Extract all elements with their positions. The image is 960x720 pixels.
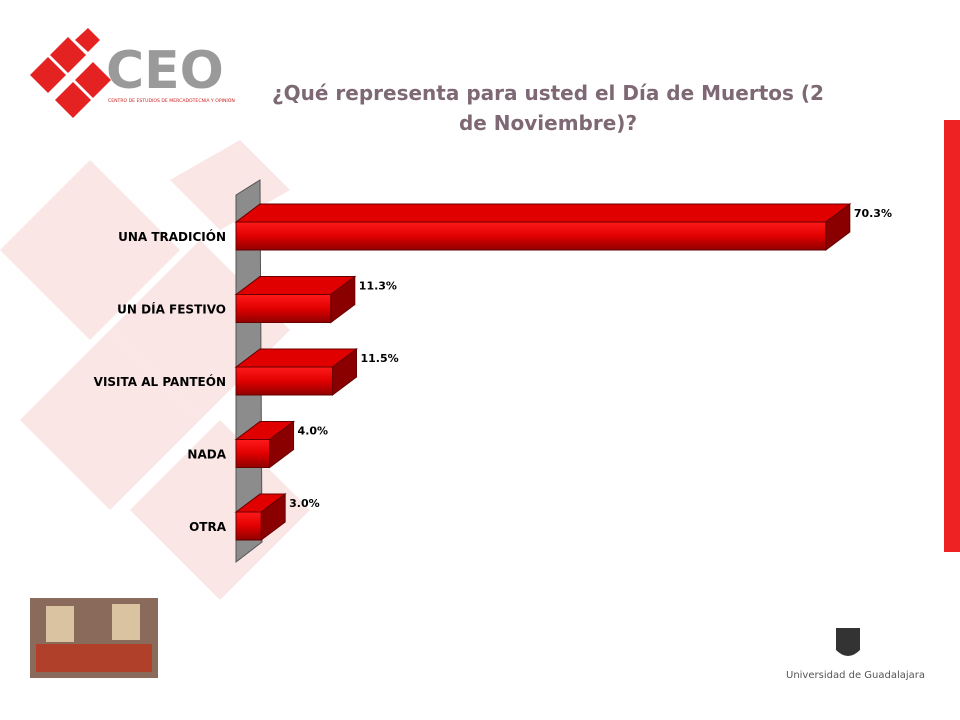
value-label: 70.3% (854, 207, 892, 220)
value-label: 11.5% (360, 352, 398, 365)
bar (235, 511, 262, 541)
photo-frame (46, 606, 74, 642)
bar (235, 221, 827, 251)
crest (836, 628, 860, 656)
photo-frame (112, 604, 140, 640)
logo-mark (30, 28, 111, 118)
value-label: 3.0% (289, 497, 320, 510)
category-label: VISITA AL PANTEÓN (94, 374, 226, 389)
bar (235, 439, 271, 468)
bar-top (234, 203, 852, 223)
bar (235, 294, 332, 323)
logo-subtitle: CENTRO DE ESTUDIOS DE MERCADOTECNIA Y OP… (108, 97, 235, 104)
logo-name: CEO (106, 41, 224, 101)
chart-title: ¿Qué representa para usted el Día de Mue… (272, 81, 824, 135)
category-label: NADA (187, 448, 226, 462)
side-stripe (944, 120, 960, 552)
value-label: 11.3% (359, 280, 397, 293)
category-label: UNA TRADICIÓN (118, 229, 226, 244)
category-label: OTRA (189, 520, 227, 534)
value-label: 4.0% (298, 425, 329, 438)
bar (235, 366, 333, 396)
footer-institution: Universidad de Guadalajara (786, 670, 925, 681)
photo-altar (36, 644, 152, 672)
category-label: UN DÍA FESTIVO (117, 302, 226, 317)
